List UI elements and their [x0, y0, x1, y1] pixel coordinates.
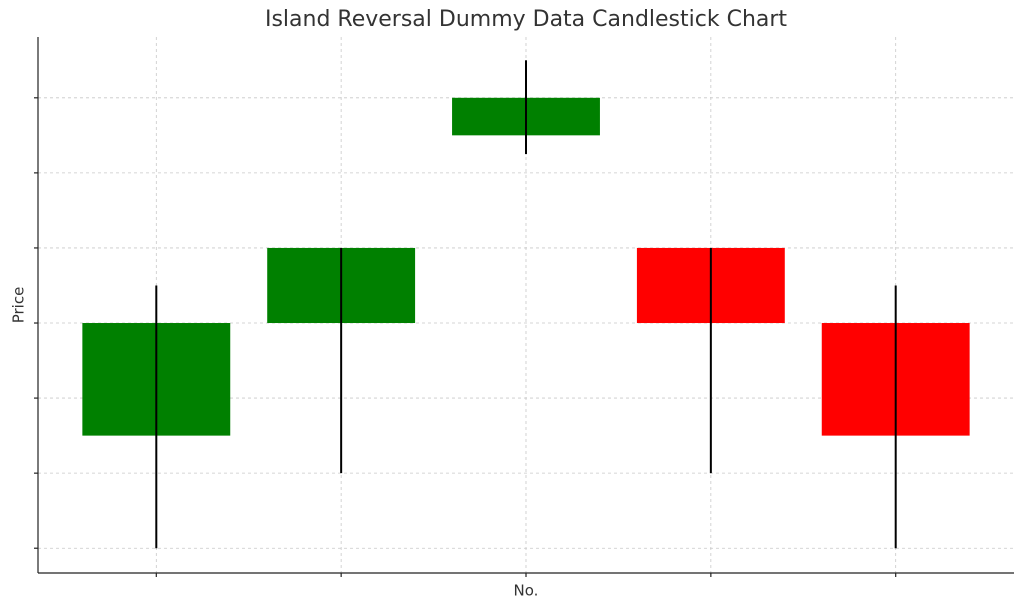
chart-title: Island Reversal Dummy Data Candlestick C…	[265, 7, 787, 32]
y-axis-label: Price	[10, 287, 28, 324]
x-axis-label: No.	[514, 582, 539, 600]
